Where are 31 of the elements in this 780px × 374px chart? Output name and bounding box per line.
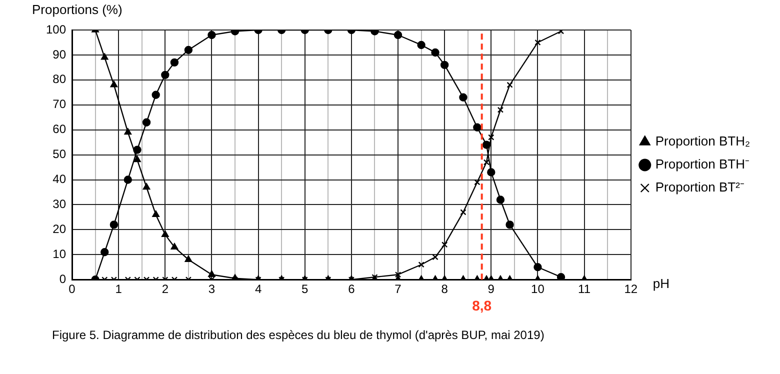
y-tick-label: 50 xyxy=(52,147,66,162)
x-tick-label: 3 xyxy=(208,282,216,296)
y-tick-label: 20 xyxy=(52,222,66,236)
x-tick-label: 12 xyxy=(624,282,638,296)
x-tick-label: 4 xyxy=(254,282,262,296)
y-tick-label: 30 xyxy=(52,197,66,212)
y-tick-label: 90 xyxy=(52,47,66,62)
x-tick-label: 5 xyxy=(302,282,309,296)
x-axis-title: pH xyxy=(652,276,670,291)
x-tick-label: 6 xyxy=(348,282,356,296)
legend-label: Proportion BT²⁻ xyxy=(655,180,744,195)
legend-label: Proportion BTH⁻ xyxy=(655,156,749,172)
x-tick-label: 8 xyxy=(441,282,448,296)
y-tick-label: 60 xyxy=(52,122,66,136)
legend-label: Proportion BTH₂ xyxy=(655,134,750,149)
y-tick-label: 10 xyxy=(52,246,66,261)
y-tick-label: 40 xyxy=(52,172,66,186)
x-tick-label: 10 xyxy=(531,282,545,296)
caption: Figure 5. Diagramme de distribution des espèces du bleu de thymol (d'après BUP, mai 2019) xyxy=(52,328,544,342)
y-tick-label: 70 xyxy=(52,97,66,112)
y-tick-label: 0 xyxy=(59,272,66,286)
x-tick-label: 9 xyxy=(488,282,495,296)
x-tick-label: 1 xyxy=(115,282,122,296)
x-tick-label: 0 xyxy=(68,282,76,296)
y-axis-title: Proportions (%) xyxy=(32,2,122,17)
x-tick-label: 7 xyxy=(394,282,402,296)
x-tick-label: 2 xyxy=(162,282,169,296)
y-tick-label: 80 xyxy=(52,72,66,86)
x-tick-label: 11 xyxy=(578,282,591,296)
y-tick-label: 100 xyxy=(46,22,66,36)
ref-line-label: 8,8 xyxy=(472,297,492,314)
